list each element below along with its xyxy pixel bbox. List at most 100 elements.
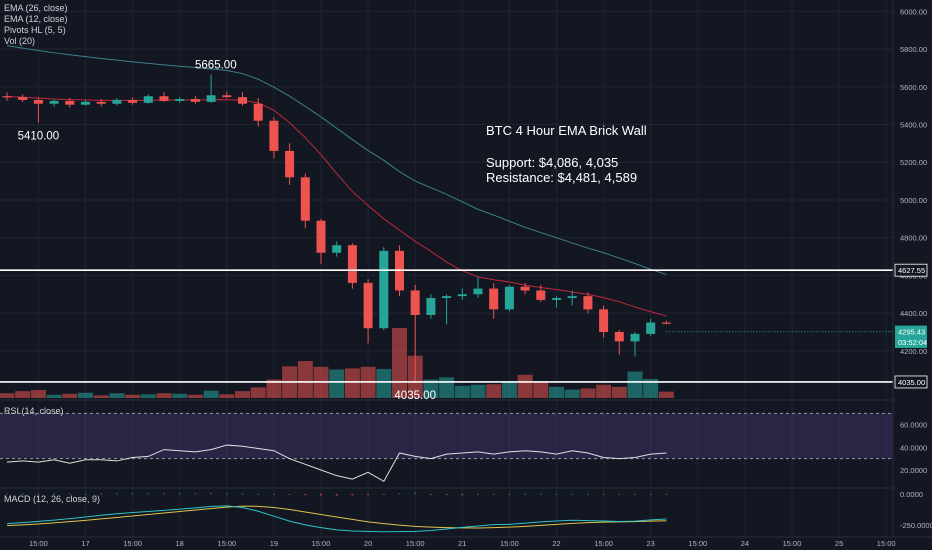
legend-ema12[interactable]: EMA (12, close)	[4, 14, 68, 24]
volume-bar	[172, 393, 188, 398]
volume-bar	[156, 393, 172, 398]
y-tick-label: 5000.00	[900, 196, 927, 205]
price-tag	[895, 335, 927, 348]
macd-histogram-bar	[367, 493, 370, 496]
candle-body	[520, 286, 530, 291]
macd-histogram-bar	[634, 493, 636, 495]
candle-body	[49, 100, 59, 104]
volume-bar	[611, 386, 627, 398]
volume-bar	[470, 384, 486, 398]
macd-legend[interactable]: MACD (12, 26, close, 9)	[4, 494, 101, 504]
candle-body	[175, 99, 185, 101]
rsi-legend[interactable]: RSI (14, close)	[4, 406, 64, 416]
macd-histogram-bar	[178, 493, 181, 495]
volume-bar	[392, 328, 407, 398]
pivot-label: 5410.00	[18, 131, 60, 143]
candle-body	[96, 101, 106, 104]
volume-bar	[517, 374, 533, 398]
volume-bar	[329, 369, 345, 398]
macd-histogram-bar	[429, 493, 432, 495]
macd-histogram-bar	[461, 493, 464, 496]
annotation-resistance: Resistance: $4,481, 4,589	[486, 170, 638, 185]
candle-body	[457, 294, 467, 297]
macd-histogram-bar	[100, 493, 103, 495]
x-tick-label: 15:00	[877, 539, 896, 548]
candle-body	[2, 96, 12, 98]
candle-body	[269, 120, 279, 151]
volume-bar	[454, 385, 470, 398]
macd-histogram-bar	[147, 493, 150, 495]
macd-histogram-bar	[241, 493, 244, 495]
candle-body	[489, 288, 499, 310]
macd-histogram-bar	[257, 493, 260, 495]
volume-bar	[46, 394, 62, 398]
rsi-band	[0, 413, 893, 459]
macd-histogram-bar	[131, 493, 134, 495]
volume-bar	[30, 390, 46, 398]
macd-histogram-bar	[53, 493, 56, 495]
legend-ema26[interactable]: EMA (26, close)	[4, 3, 68, 13]
volume-bar	[486, 384, 502, 398]
macd-y-tick-label: -250.0000	[900, 521, 932, 530]
x-tick-label: 15:00	[688, 539, 707, 548]
candle-body	[206, 95, 216, 102]
legend-volume[interactable]: Vol (20)	[4, 36, 36, 46]
macd-signal-line	[6, 505, 667, 529]
macd-line	[6, 505, 667, 533]
macd-histogram-bar	[351, 493, 354, 496]
volume-bar	[344, 368, 360, 398]
macd-histogram-bar	[398, 493, 401, 495]
candle-body	[190, 99, 200, 102]
legend-pivots[interactable]: Pivots HL (5, 5)	[4, 25, 66, 35]
candle-body	[646, 322, 656, 334]
candle-body	[18, 97, 28, 100]
candle-body	[65, 100, 75, 105]
x-tick-label: 15:00	[594, 539, 613, 548]
level-tag-label: 4627.55	[898, 266, 925, 275]
candle-body	[599, 309, 609, 332]
macd-histogram-bar	[571, 493, 574, 495]
y-tick-label: 4400.00	[900, 309, 927, 318]
candle-body	[316, 220, 326, 253]
x-tick-label: 20	[364, 539, 372, 548]
y-tick-label: 5800.00	[900, 45, 927, 54]
volume-bar	[439, 377, 455, 398]
x-tick-label: 25	[835, 539, 843, 548]
x-tick-label: 22	[552, 539, 560, 548]
x-tick-label: 15:00	[500, 539, 519, 548]
candle-body	[567, 296, 577, 299]
pivot-label: 4035.00	[394, 390, 436, 402]
y-tick-label: 4800.00	[900, 234, 927, 243]
annotation-title: BTC 4 Hour EMA Brick Wall	[486, 123, 647, 138]
y-tick-label: 5600.00	[900, 83, 927, 92]
x-tick-label: 15:00	[406, 539, 425, 548]
level-tag	[894, 375, 928, 389]
level-tag-label: 4035.00	[898, 378, 925, 387]
volume-bar	[658, 391, 674, 398]
x-tick-label: 15:00	[217, 539, 236, 548]
candle-body	[661, 322, 671, 324]
ema26-line	[6, 45, 667, 275]
candle-body	[253, 103, 263, 121]
macd-histogram-bar	[665, 493, 668, 495]
volume-bar	[533, 382, 549, 398]
macd-histogram-bar	[21, 493, 24, 495]
macd-y-tick-label: 0.0000	[900, 490, 923, 499]
rsi-y-tick-label: 20.0000	[900, 466, 927, 475]
y-tick-label: 5400.00	[900, 120, 927, 129]
x-tick-label: 19	[270, 539, 278, 548]
macd-histogram-bar	[304, 493, 307, 496]
annotation-support: Support: $4,086, 4,035	[486, 155, 619, 170]
macd-histogram-bar	[194, 493, 197, 495]
candle-body	[222, 95, 232, 98]
candle-body	[332, 245, 342, 253]
volume-bar	[643, 378, 659, 398]
volume-bar	[78, 392, 93, 398]
candle-body	[159, 96, 169, 101]
candle-body	[128, 99, 138, 103]
x-tick-label: 15:00	[312, 539, 331, 548]
macd-histogram-bar	[288, 493, 291, 495]
macd-histogram-bar	[68, 493, 71, 495]
volume-bar	[376, 368, 392, 398]
